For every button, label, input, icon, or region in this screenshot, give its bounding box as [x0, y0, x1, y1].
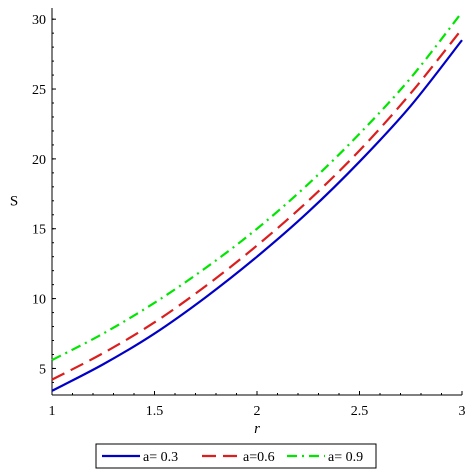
- series-line-2: [51, 28, 463, 381]
- x-tick-label: 3: [459, 404, 466, 419]
- series-lines: [51, 11, 463, 392]
- x-axis-label: r: [254, 421, 260, 437]
- y-tick-label: 25: [32, 83, 46, 98]
- axis-ticks: 1 1.5 2 2.5 3 5 10 15 20 25 30: [32, 13, 466, 419]
- x-tick-label: 1: [49, 404, 56, 419]
- x-tick-label: 1.5: [146, 404, 164, 419]
- y-tick-label: 5: [39, 362, 46, 377]
- axes: [51, 8, 462, 396]
- legend-label-2: a=0.6: [243, 450, 275, 465]
- y-axis-label: S: [10, 194, 18, 210]
- series-line-1: [51, 39, 463, 392]
- x-tick-label: 2.5: [351, 404, 369, 419]
- x-tick-label: 2: [254, 404, 261, 419]
- y-tick-label: 20: [32, 153, 46, 168]
- legend-label-3: a= 0.9: [328, 450, 363, 465]
- legend-label-1: a= 0.3: [143, 450, 178, 465]
- legend: a= 0.3 a=0.6 a= 0.9: [95, 443, 377, 469]
- series-line-3: [51, 11, 463, 362]
- y-tick-label: 30: [32, 13, 46, 28]
- y-tick-label: 10: [32, 293, 46, 308]
- y-tick-label: 15: [32, 223, 46, 238]
